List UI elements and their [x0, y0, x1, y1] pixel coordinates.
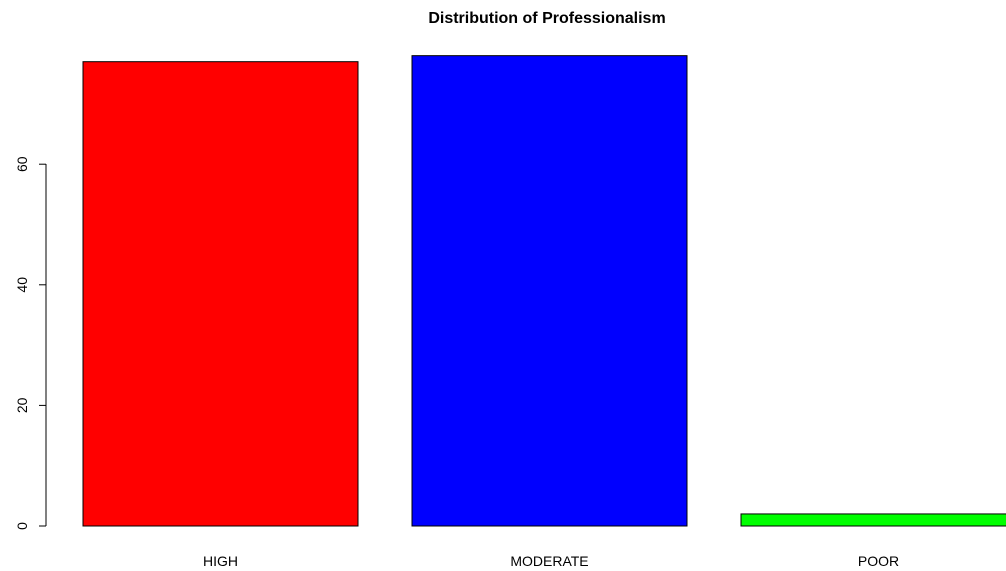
chart-title: Distribution of Professionalism [428, 10, 665, 27]
bar-moderate [411, 55, 688, 527]
y-tick-label: 60 [14, 156, 30, 172]
bar-poor [740, 513, 1006, 527]
y-tick-label: 0 [14, 522, 30, 530]
x-category-label: MODERATE [510, 553, 588, 569]
y-tick-label: 20 [14, 397, 30, 413]
bar-high [82, 61, 359, 527]
x-category-label: POOR [858, 553, 899, 569]
x-category-label: HIGH [203, 553, 238, 569]
y-tick-label: 40 [14, 277, 30, 293]
